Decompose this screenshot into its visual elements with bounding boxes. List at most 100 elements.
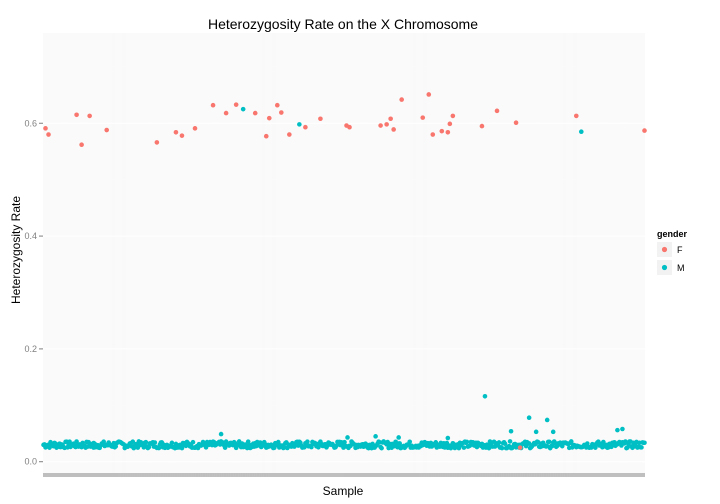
point-m (549, 443, 555, 449)
point-f (378, 123, 383, 128)
point-m (169, 440, 175, 446)
x-ticks (43, 473, 645, 477)
point-m (508, 428, 514, 434)
legend-label-f: F (677, 245, 683, 255)
point-m (91, 445, 96, 450)
point-f (287, 132, 292, 137)
point-f (104, 127, 110, 133)
point-f (87, 113, 92, 119)
point-m (642, 440, 647, 446)
point-m (305, 439, 310, 444)
point-m (67, 439, 72, 445)
point-m (507, 439, 513, 444)
point-m (379, 445, 384, 451)
legend-title: gender (657, 229, 688, 239)
point-f (399, 97, 404, 102)
point-m (146, 444, 152, 450)
point-m (464, 439, 470, 445)
point-m (342, 439, 347, 445)
point-m (578, 129, 584, 135)
chart-title: Heterozygosity Rate on the X Chromosome (208, 16, 478, 32)
point-m (568, 439, 574, 444)
point-f (179, 133, 185, 138)
point-f (420, 115, 426, 120)
point-m (218, 431, 224, 437)
point-f (173, 129, 179, 135)
point-f (642, 128, 647, 133)
point-f (43, 126, 48, 131)
point-m (499, 445, 505, 451)
point-m (275, 439, 281, 445)
point-m (445, 435, 451, 441)
point-f (347, 124, 352, 130)
point-m (257, 440, 263, 445)
point-f (274, 102, 280, 108)
point-f (79, 142, 84, 147)
y-tick-label: 0.2 (24, 344, 37, 354)
point-m (130, 439, 136, 445)
point-f (46, 132, 51, 137)
plot-panel (43, 33, 645, 473)
point-f (513, 120, 519, 125)
legend-marker-f (661, 246, 668, 253)
point-f (439, 128, 445, 134)
y-ticks: 0.0 0.2 0.4 0.6 (24, 118, 43, 467)
point-m (585, 441, 590, 446)
point-m (482, 393, 488, 399)
point-f (391, 127, 396, 132)
point-f (573, 113, 579, 119)
point-f (278, 110, 284, 115)
point-m (203, 445, 209, 450)
y-tick-label: 0.0 (24, 457, 37, 467)
grid (43, 33, 645, 473)
point-m (156, 445, 162, 451)
point-m (461, 445, 467, 450)
point-f (154, 140, 160, 145)
legend: gender F M (657, 229, 688, 275)
point-m (396, 435, 401, 440)
point-m (373, 434, 378, 439)
point-f (266, 115, 272, 121)
point-m (74, 439, 79, 444)
point-m (550, 429, 556, 435)
point-m (593, 445, 598, 450)
point-m (152, 440, 158, 445)
point-m (316, 444, 321, 450)
point-f (210, 102, 216, 108)
point-m (143, 439, 149, 445)
point-f (430, 132, 436, 137)
point-f (426, 92, 432, 97)
point-f (318, 116, 323, 122)
point-f (450, 113, 456, 119)
point-f (388, 116, 393, 122)
point-m (101, 439, 107, 445)
point-f (233, 102, 239, 107)
point-m (533, 429, 539, 435)
legend-marker-m (661, 264, 668, 271)
point-m (345, 435, 350, 440)
legend-label-m: M (677, 263, 685, 273)
point-m (526, 441, 532, 446)
y-tick-label: 0.6 (24, 118, 37, 128)
point-m (502, 441, 508, 447)
point-m (609, 444, 614, 450)
point-m (297, 122, 302, 127)
point-f (384, 122, 389, 127)
point-m (496, 440, 502, 445)
point-f (447, 121, 453, 127)
point-f (223, 110, 229, 116)
point-m (546, 439, 552, 445)
point-f (494, 108, 500, 114)
point-m (526, 415, 532, 421)
y-tick-label: 0.4 (24, 231, 37, 241)
point-m (639, 445, 644, 450)
point-m (407, 439, 413, 445)
y-axis-label: Heterozygosity Rate (9, 196, 23, 304)
point-m (190, 439, 196, 445)
point-f (252, 110, 258, 116)
point-f (192, 126, 198, 131)
point-m (615, 427, 620, 433)
point-f (74, 112, 79, 118)
point-m (240, 106, 246, 112)
